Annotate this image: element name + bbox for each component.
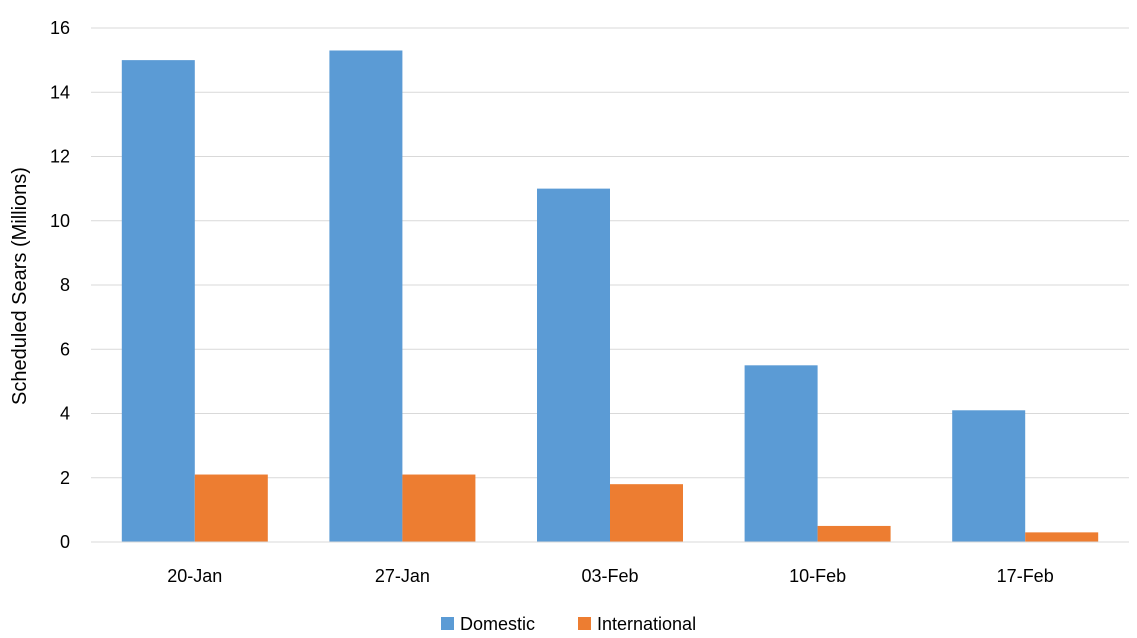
x-tick-label: 20-Jan — [167, 566, 222, 586]
bar-international-17-feb — [1025, 532, 1099, 542]
y-tick-label: 0 — [60, 532, 70, 552]
x-tick-label: 17-Feb — [997, 566, 1054, 586]
bar-international-20-jan — [194, 474, 268, 542]
bar-domestic-17-feb — [952, 410, 1026, 542]
bar-domestic-10-feb — [744, 365, 818, 542]
y-tick-label: 2 — [60, 468, 70, 488]
legend-label-international: International — [597, 614, 696, 633]
y-axis-label: Scheduled Sears (Millions) — [9, 167, 31, 405]
y-tick-label: 4 — [60, 404, 70, 424]
y-tick-label: 12 — [50, 147, 70, 167]
bars — [121, 50, 1099, 543]
y-tick-label: 6 — [60, 339, 70, 359]
bar-domestic-03-feb — [537, 188, 610, 542]
x-tick-label: 27-Jan — [375, 566, 430, 586]
bar-international-27-jan — [402, 474, 476, 542]
bar-domestic-27-jan — [329, 50, 403, 543]
y-tick-label: 8 — [60, 275, 70, 295]
y-tick-label: 10 — [50, 211, 70, 231]
bar-international-10-feb — [817, 525, 891, 542]
x-tick-label: 10-Feb — [789, 566, 846, 586]
bar-international-03-feb — [610, 484, 683, 542]
legend: Domestic International — [441, 614, 696, 634]
legend-swatch-domestic — [441, 617, 454, 630]
legend-swatch-international — [578, 617, 591, 630]
bar-domestic-20-jan — [121, 60, 195, 542]
x-tick-labels: 20-Jan 27-Jan 03-Feb 10-Feb 17-Feb — [167, 566, 1053, 586]
y-tick-labels: 0 2 4 6 8 10 12 14 16 — [50, 18, 70, 552]
y-tick-label: 14 — [50, 82, 70, 102]
legend-label-domestic: Domestic — [460, 614, 535, 633]
y-tick-label: 16 — [50, 18, 70, 38]
x-tick-label: 03-Feb — [581, 566, 638, 586]
